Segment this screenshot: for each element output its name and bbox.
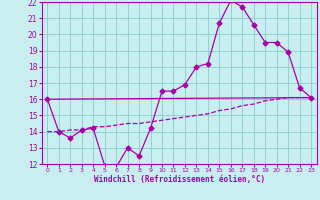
- X-axis label: Windchill (Refroidissement éolien,°C): Windchill (Refroidissement éolien,°C): [94, 175, 265, 184]
